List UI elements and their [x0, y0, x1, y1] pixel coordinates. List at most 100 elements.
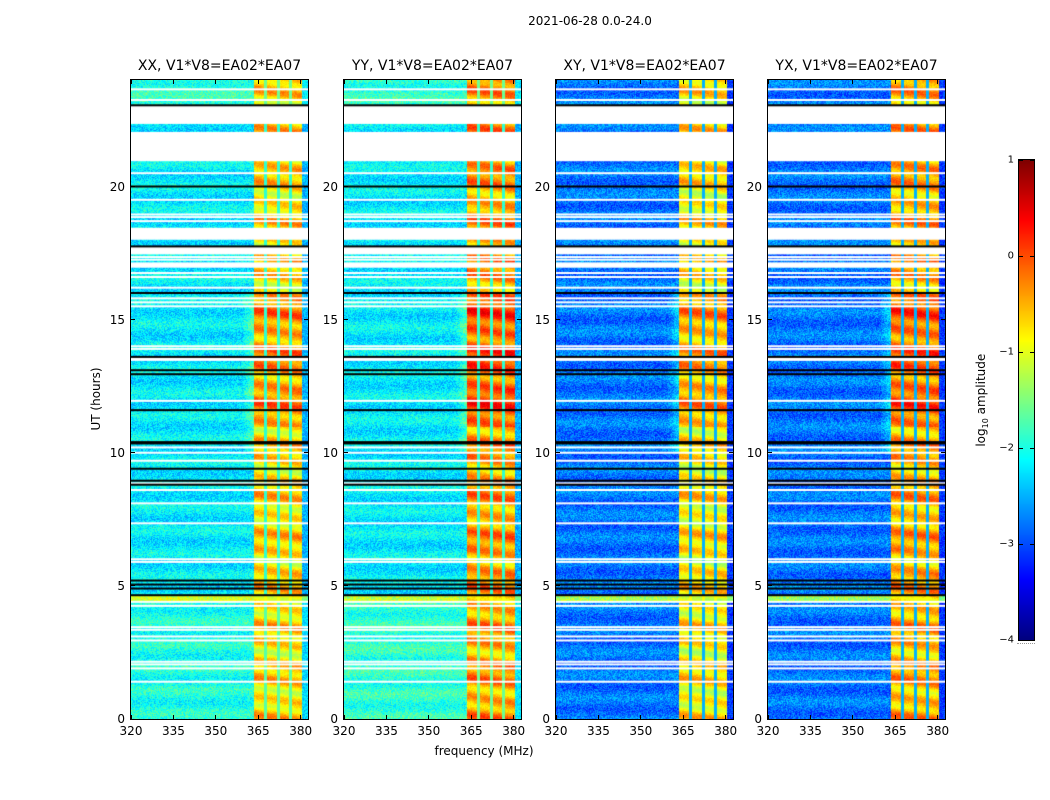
panel-title: YX, V1*V8=EA02*EA07	[775, 58, 938, 74]
y-tick-label: 20	[322, 179, 338, 194]
colorbar-tick-mark	[1030, 159, 1034, 161]
y-tick-label: 5	[754, 578, 762, 593]
y-tick-mark	[768, 452, 772, 454]
x-tick-mark	[215, 80, 217, 84]
x-tick-label: 365	[246, 724, 270, 738]
y-tick-mark	[304, 452, 308, 454]
colorbar-tick-mark	[1019, 639, 1023, 641]
y-tick-label: 15	[534, 312, 550, 327]
x-tick-mark	[428, 715, 430, 719]
y-tick-label: 10	[322, 445, 338, 460]
colorbar-tick-label: −4	[999, 634, 1014, 646]
x-tick-mark	[555, 80, 557, 84]
spectrogram-panel: XY, V1*V8=EA02*EA07 320 335 350 365 380 0 5 10 15…	[535, 58, 737, 738]
y-tick-mark	[941, 186, 945, 187]
x-tick-label: 380	[289, 724, 313, 738]
colorbar-frame	[1018, 159, 1035, 641]
y-tick-mark	[344, 718, 348, 720]
colorbar-label-suffix: amplitude	[973, 353, 988, 419]
y-tick-mark	[304, 718, 308, 720]
y-tick-mark	[729, 452, 733, 454]
x-tick-label: 350	[841, 724, 865, 738]
colorbar-tick-mark	[1030, 543, 1034, 545]
y-tick-mark	[344, 186, 348, 187]
colorbar-tick-label: 0	[1007, 250, 1014, 262]
y-tick-label: 0	[117, 712, 125, 726]
x-tick-mark	[640, 715, 642, 719]
x-tick-mark	[725, 715, 727, 719]
colorbar-tick-label: −1	[999, 346, 1014, 358]
x-tick-label: 335	[374, 724, 398, 738]
colorbar-tick-label: 1	[1007, 154, 1014, 166]
colorbar-tick-mark	[1019, 351, 1023, 353]
x-tick-mark	[215, 715, 217, 719]
spectrogram-image	[556, 80, 733, 719]
x-tick-label: 350	[629, 724, 653, 738]
y-tick-mark	[556, 319, 560, 321]
y-tick-mark	[556, 585, 560, 587]
colorbar-tick-label: −2	[999, 442, 1014, 454]
y-tick-label: 0	[330, 712, 338, 726]
y-tick-label: 20	[534, 179, 550, 194]
y-tick-label: 20	[746, 179, 762, 194]
y-tick-mark	[131, 186, 135, 187]
x-tick-label: 365	[671, 724, 695, 738]
x-tick-mark	[257, 80, 259, 84]
panel-title: XY, V1*V8=EA02*EA07	[563, 58, 726, 74]
y-tick-mark	[344, 452, 348, 454]
x-tick-mark	[130, 715, 132, 719]
x-tick-label: 365	[883, 724, 907, 738]
colorbar-label-prefix: log	[973, 428, 988, 447]
y-tick-mark	[729, 718, 733, 720]
x-tick-mark	[470, 715, 472, 719]
y-tick-mark	[941, 452, 945, 454]
x-tick-mark	[513, 715, 515, 719]
x-tick-mark	[172, 80, 174, 84]
y-tick-label: 10	[746, 445, 762, 460]
figure-suptitle: 2021-06-28 0.0-24.0	[528, 14, 652, 28]
colorbar-tick-mark	[1030, 639, 1034, 641]
colorbar-tick-mark	[1019, 543, 1023, 545]
x-tick-mark	[809, 80, 811, 84]
y-tick-mark	[556, 718, 560, 720]
x-tick-mark	[894, 715, 896, 719]
y-tick-label: 0	[542, 712, 550, 726]
x-tick-mark	[767, 715, 769, 719]
y-tick-mark	[517, 186, 521, 187]
x-tick-label: 335	[161, 724, 185, 738]
colorbar-tick-mark	[1019, 255, 1023, 257]
y-tick-mark	[131, 585, 135, 587]
y-tick-label: 15	[109, 312, 125, 327]
x-tick-mark	[725, 80, 727, 84]
y-tick-label: 10	[109, 445, 125, 460]
y-tick-label: 5	[330, 578, 338, 593]
x-tick-mark	[852, 715, 854, 719]
x-axis-label: frequency (MHz)	[434, 744, 534, 758]
y-tick-mark	[556, 186, 560, 187]
x-tick-mark	[513, 80, 515, 84]
colorbar-gradient	[1019, 160, 1034, 640]
x-tick-mark	[640, 80, 642, 84]
y-tick-mark	[517, 585, 521, 587]
spectrogram-panel: XX, V1*V8=EA02*EA07 320 335 350 365 380 0 5 10 15…	[110, 58, 312, 738]
y-tick-mark	[941, 319, 945, 321]
x-tick-mark	[428, 80, 430, 84]
x-tick-mark	[343, 80, 345, 84]
spectrogram-panel: YY, V1*V8=EA02*EA07 320 335 350 365 380 0 5 10 15…	[323, 58, 525, 738]
x-tick-mark	[385, 80, 387, 84]
y-tick-mark	[556, 452, 560, 454]
y-tick-label: 15	[322, 312, 338, 327]
x-tick-mark	[767, 80, 769, 84]
colorbar-label: log10 amplitude	[974, 340, 990, 460]
x-tick-mark	[385, 715, 387, 719]
colorbar: 1 0 −1 −2 −3 −4	[999, 155, 1035, 646]
y-tick-mark	[517, 718, 521, 720]
y-axis-label: UT (hours)	[89, 367, 103, 431]
colorbar-extension-marker	[1017, 643, 1035, 644]
y-tick-label: 5	[542, 578, 550, 593]
x-tick-label: 335	[586, 724, 610, 738]
y-tick-mark	[729, 186, 733, 187]
x-tick-label: 365	[459, 724, 483, 738]
colorbar-label-subscript: 10	[981, 418, 991, 429]
x-tick-mark	[555, 715, 557, 719]
